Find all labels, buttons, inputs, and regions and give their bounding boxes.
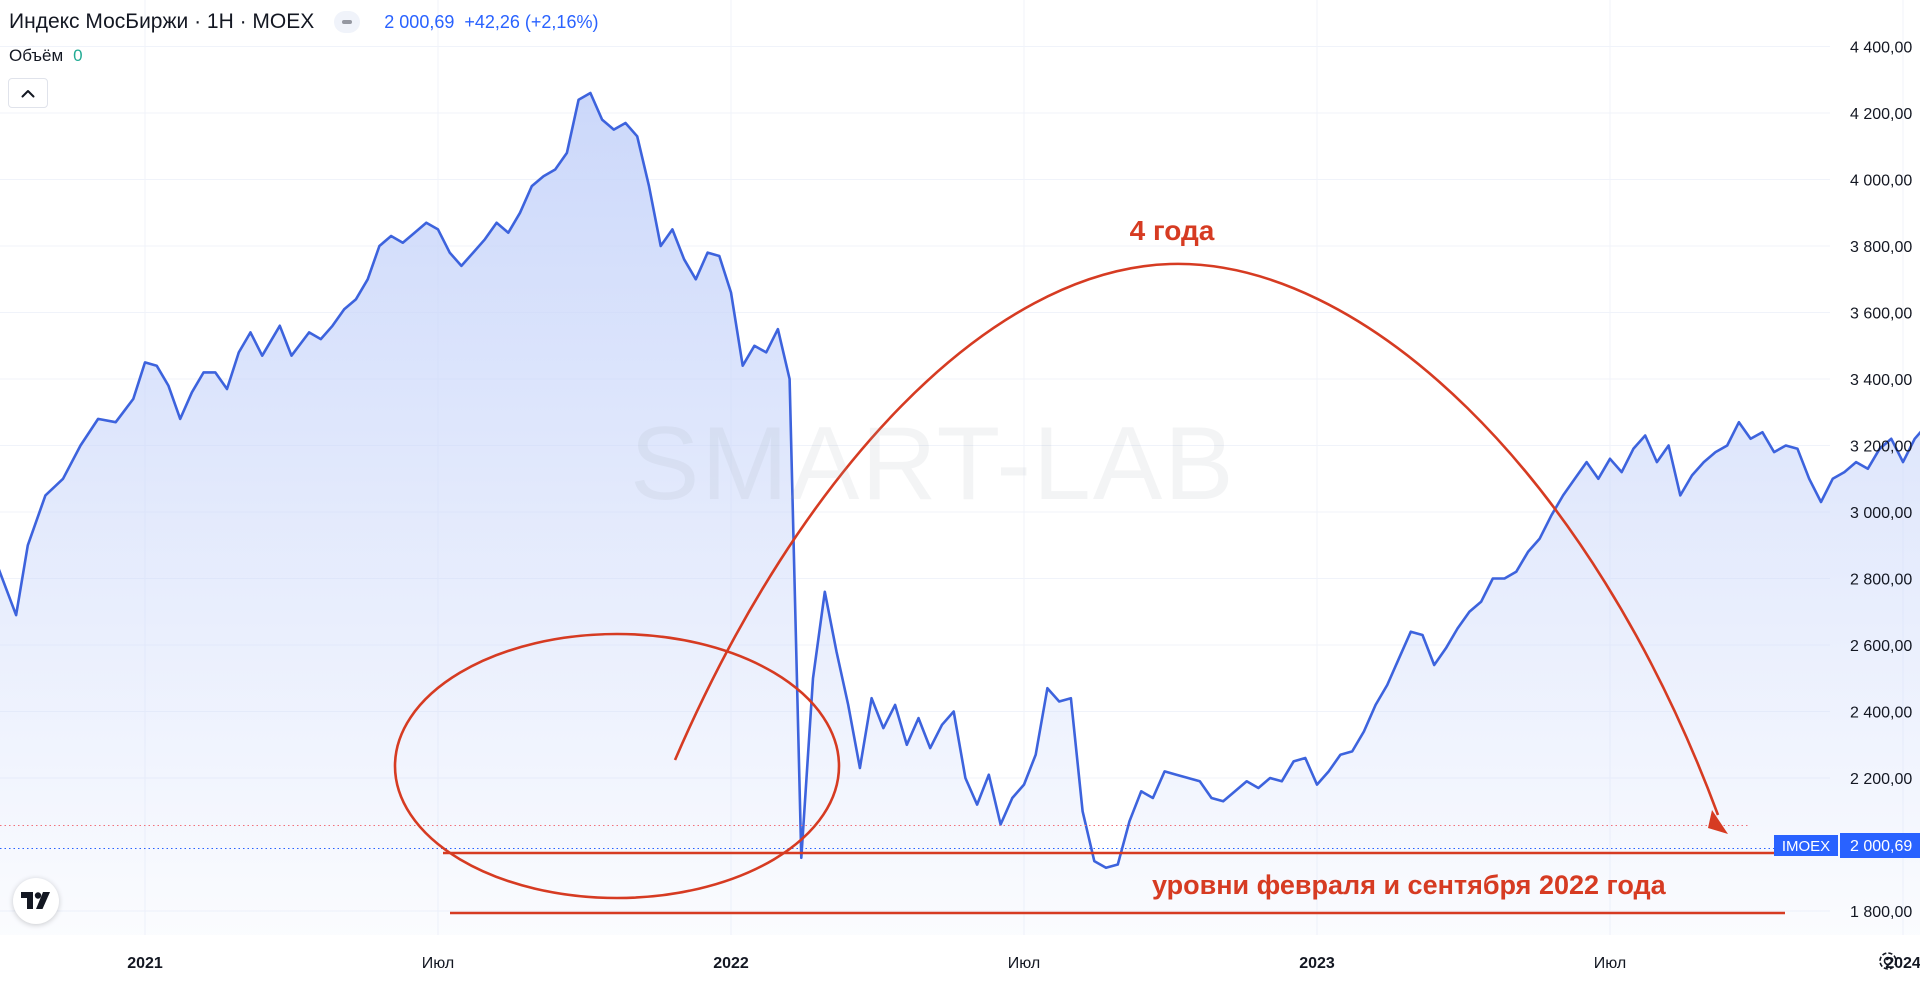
annotation-levels-label: уровни февраля и сентября 2022 года — [1152, 870, 1667, 900]
annotation-arrowhead — [1708, 810, 1728, 834]
y-tick-label: 1 800,00 — [1850, 904, 1912, 921]
x-axis[interactable]: Июл2021Июл2022Июл2023Июл2024Июл2025Июл20… — [0, 955, 1920, 972]
y-tick-label: 3 600,00 — [1850, 306, 1912, 323]
annotation-arc-label: 4 года — [1130, 215, 1215, 246]
series-line — [0, 91, 1920, 870]
volume-value: 0 — [73, 46, 83, 65]
collapse-legend-button[interactable] — [8, 78, 48, 108]
y-tick-label: 4 000,00 — [1850, 173, 1912, 190]
x-tick-label: 2024 — [1885, 955, 1920, 972]
volume-label: Объём — [9, 46, 64, 65]
x-tick-label: Июл — [422, 955, 454, 972]
market-status-icon[interactable] — [334, 11, 361, 33]
y-tick-label: 3 800,00 — [1850, 239, 1912, 256]
symbol-title[interactable]: Индекс МосБиржи · 1Н · MOEX — [9, 10, 315, 33]
series-area — [0, 93, 1920, 935]
price-label-value-bg — [1840, 833, 1920, 858]
x-tick-label: 2021 — [127, 955, 163, 972]
last-price: 2 000,69 — [384, 11, 455, 32]
y-tick-label: 2 400,00 — [1850, 705, 1912, 722]
chart-header: Индекс МосБиржи · 1Н · MOEX 2 000,69 +42… — [9, 10, 598, 34]
gear-icon[interactable] — [1876, 949, 1900, 973]
annotation-arc — [673, 262, 1720, 816]
y-tick-label: 2 200,00 — [1850, 771, 1912, 788]
chevron-up-icon — [21, 89, 35, 97]
price-label-value: 2 000,69 — [1850, 838, 1912, 855]
x-tick-label: Июл — [1594, 955, 1626, 972]
y-tick-label: 3 200,00 — [1850, 439, 1912, 456]
price-label-symbol: IMOEX — [1782, 838, 1830, 855]
y-tick-label: 3 400,00 — [1850, 372, 1912, 389]
y-tick-label: 4 400,00 — [1850, 40, 1912, 57]
y-tick-label: 2 600,00 — [1850, 638, 1912, 655]
price-label: IMOEX 2 000,69 — [1774, 833, 1920, 858]
tradingview-logo-mark — [21, 892, 50, 909]
annotations: 4 года уровни февраля и сентября 2022 го… — [393, 215, 1785, 915]
watermark: SMART-LAB — [630, 406, 1236, 522]
price-label-symbol-bg — [1774, 835, 1838, 856]
y-tick-label: 4 200,00 — [1850, 106, 1912, 123]
price-change: +42,26 (+2,16%) — [464, 11, 599, 32]
x-tick-label: Июл — [1008, 955, 1040, 972]
y-tick-label: 2 800,00 — [1850, 572, 1912, 589]
x-tick-label: 2022 — [713, 955, 749, 972]
y-tick-label: 3 000,00 — [1850, 505, 1912, 522]
x-tick-label: 2023 — [1299, 955, 1335, 972]
y-axis[interactable]: 4 400,00 4 200,00 4 000,00 3 800,00 3 600,00… — [1850, 40, 1912, 922]
annotation-circle — [393, 632, 841, 900]
volume-legend[interactable]: Объём 0 — [9, 46, 83, 66]
tradingview-logo-icon[interactable] — [13, 878, 59, 924]
